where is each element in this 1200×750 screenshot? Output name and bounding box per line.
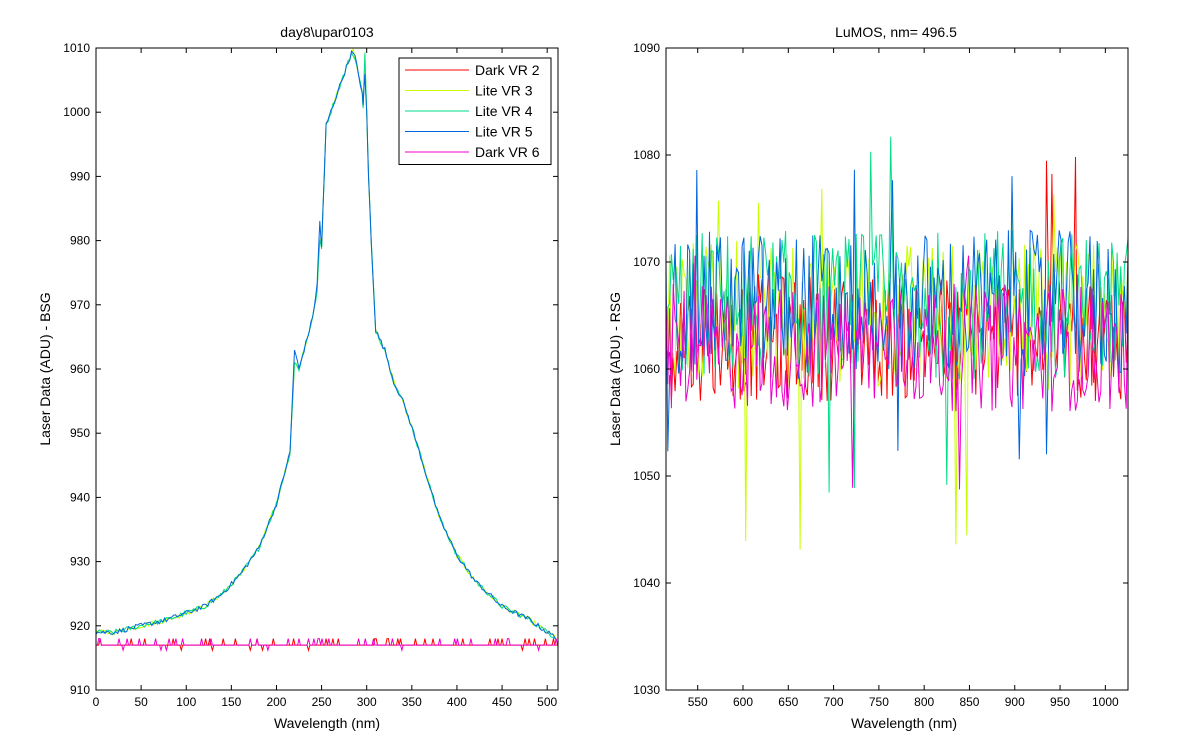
- left-chart-xtick-label: 250: [312, 695, 332, 709]
- right-chart-ytick-label: 1060: [633, 362, 660, 376]
- right-chart-series-line-5: [666, 255, 1128, 490]
- left-chart-title: day8\upar0103: [280, 24, 374, 40]
- left-chart-series-line-4: [96, 49, 557, 641]
- right-chart-xtick-label: 800: [914, 695, 934, 709]
- right-chart-xlabel: Wavelength (nm): [851, 715, 957, 731]
- right-chart-xtick-label: 1000: [1092, 695, 1119, 709]
- left-chart-xtick-label: 200: [266, 695, 286, 709]
- left-chart-xtick-label: 450: [492, 695, 512, 709]
- left-chart-ytick-label: 990: [70, 169, 90, 183]
- left-chart-ytick-label: 910: [70, 683, 90, 697]
- left-chart-xtick-label: 0: [93, 695, 100, 709]
- right-chart-xtick-label: 900: [1005, 695, 1025, 709]
- left-chart-xtick-label: 350: [402, 695, 422, 709]
- left-chart-xlabel: Wavelength (nm): [274, 715, 380, 731]
- right-chart-xtick-label: 750: [869, 695, 889, 709]
- left-chart-xtick-label: 150: [221, 695, 241, 709]
- left-chart-ytick-label: 930: [70, 555, 90, 569]
- right-chart-ylabel: Laser Data (ADU) - RSG: [607, 292, 623, 446]
- right-chart-ticks: 550 600 650 700 750 800 850 900 950 1000 1030 1040 1…: [633, 41, 1128, 709]
- left-chart-series-line-5: [96, 638, 558, 653]
- legend-label: Lite VR 5: [475, 124, 533, 140]
- right-chart-ytick-label: 1040: [633, 576, 660, 590]
- right-chart-xtick-label: 850: [959, 695, 979, 709]
- legend-label: Lite VR 3: [475, 83, 533, 99]
- right-chart-xtick-label: 600: [733, 695, 753, 709]
- left-chart-xtick-label: 100: [176, 695, 196, 709]
- left-chart-plot-area: [96, 48, 558, 653]
- left-chart-ticks: 0 50 100 150 200 250 300 350 400 450 500 910 920 930 9…: [63, 41, 558, 709]
- right-chart-series-line-4: [666, 169, 1128, 460]
- left-chart-ylabel: Laser Data (ADU) - BSG: [37, 292, 53, 445]
- legend-label: Lite VR 4: [475, 103, 533, 119]
- left-chart-ytick-label: 960: [70, 362, 90, 376]
- right-chart-ytick-label: 1080: [633, 148, 660, 162]
- right-chart-xtick-label: 700: [824, 695, 844, 709]
- left-chart-xtick-label: 300: [357, 695, 377, 709]
- right-chart-xtick-label: 650: [778, 695, 798, 709]
- left-chart-xtick-label: 50: [134, 695, 148, 709]
- right-chart-ytick-label: 1050: [633, 469, 660, 483]
- left-chart-ytick-label: 1000: [63, 105, 90, 119]
- left-chart-xtick-label: 400: [447, 695, 467, 709]
- left-chart-ytick-label: 920: [70, 619, 90, 633]
- right-chart-title: LuMOS, nm= 496.5: [835, 24, 957, 40]
- right-chart-panel: LuMOS, nm= 496.5 Wavelength (nm) Laser D…: [607, 24, 1129, 731]
- left-chart-legend: Dark VR 2 Lite VR 3 Lite VR 4 Lite VR 5 Dark…: [398, 57, 552, 165]
- right-chart-xtick-label: 950: [1050, 695, 1070, 709]
- right-chart-ytick-label: 1070: [633, 255, 660, 269]
- left-chart-xtick-label: 500: [537, 695, 557, 709]
- left-chart-ytick-label: 980: [70, 234, 90, 248]
- legend-label: Dark VR 2: [475, 62, 540, 78]
- right-chart-ytick-label: 1090: [633, 41, 660, 55]
- left-chart-ytick-label: 950: [70, 426, 90, 440]
- left-chart-ytick-label: 1010: [63, 41, 90, 55]
- left-chart-ytick-label: 940: [70, 490, 90, 504]
- right-chart-plot-area: [666, 136, 1128, 550]
- left-chart-panel: day8\upar0103 Wavelength (nm) Laser Data…: [37, 24, 559, 731]
- legend-label: Dark VR 6: [475, 144, 540, 160]
- left-chart-ytick-label: 970: [70, 298, 90, 312]
- right-chart-ytick-label: 1030: [633, 683, 660, 697]
- right-chart-xtick-label: 550: [688, 695, 708, 709]
